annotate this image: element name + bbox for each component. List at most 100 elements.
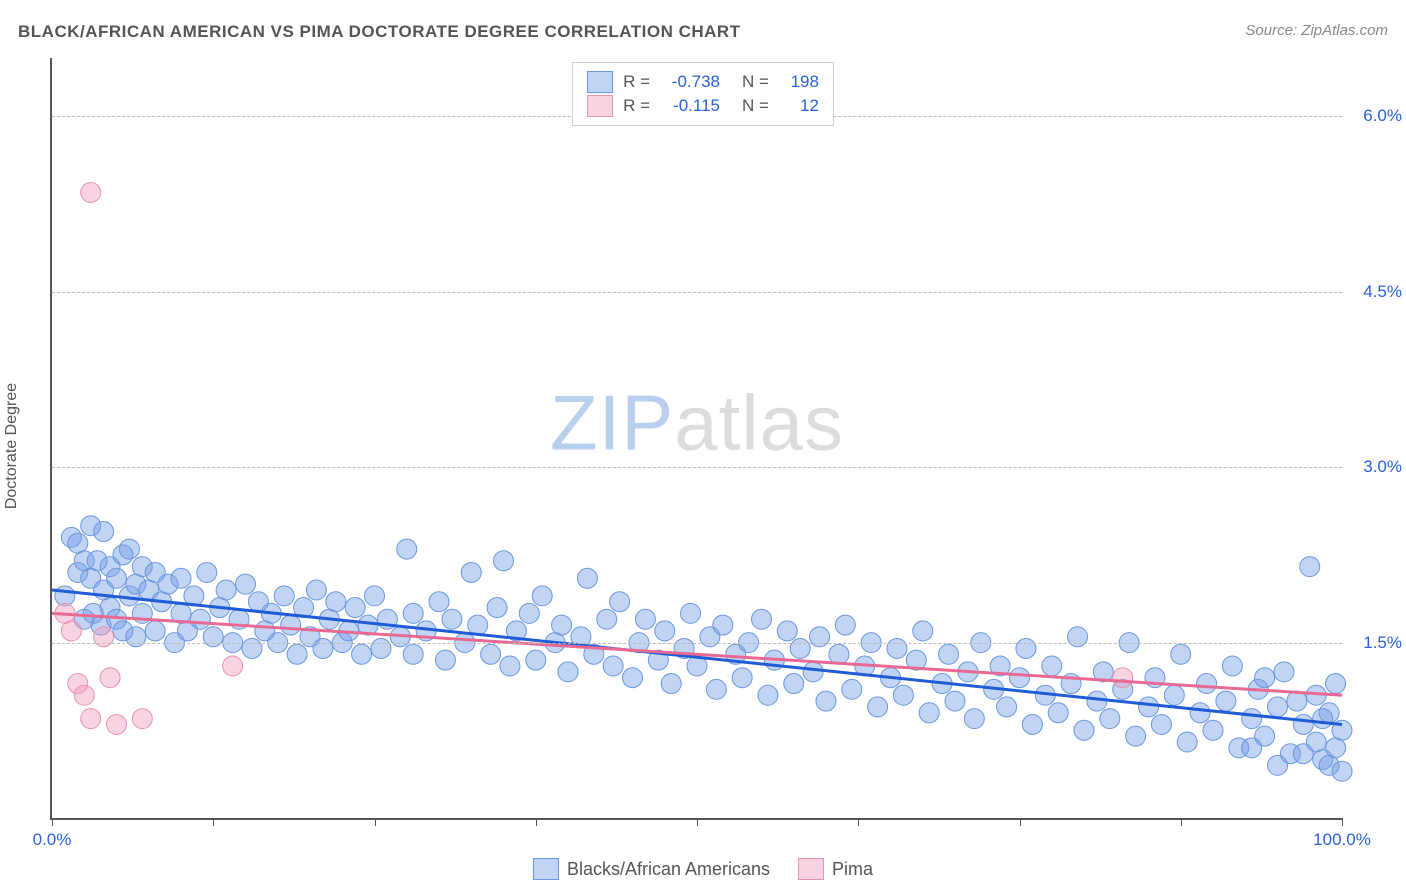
legend-bottom: Blacks/African Americans Pima xyxy=(533,858,873,880)
legend-stats: R =-0.738N =198R =-0.115N =12 xyxy=(572,62,834,126)
data-point xyxy=(61,621,81,641)
data-point xyxy=(1113,668,1133,688)
data-point xyxy=(126,627,146,647)
y-tick-label: 6.0% xyxy=(1347,106,1402,126)
data-point xyxy=(1216,691,1236,711)
legend-n-value: 12 xyxy=(779,96,819,116)
data-point xyxy=(829,644,849,664)
data-point xyxy=(1197,674,1217,694)
data-point xyxy=(313,638,333,658)
y-tick-label: 3.0% xyxy=(1347,457,1402,477)
chart-container: BLACK/AFRICAN AMERICAN VS PIMA DOCTORATE… xyxy=(0,0,1406,892)
plot-svg xyxy=(52,58,1342,818)
data-point xyxy=(197,562,217,582)
legend-swatch xyxy=(798,858,824,880)
data-point xyxy=(577,568,597,588)
gridline-h xyxy=(52,292,1342,293)
data-point xyxy=(1300,557,1320,577)
data-point xyxy=(236,574,256,594)
legend-item: Pima xyxy=(798,858,873,880)
x-tick xyxy=(536,818,537,826)
data-point xyxy=(1242,709,1262,729)
data-point xyxy=(171,568,191,588)
data-point xyxy=(635,609,655,629)
data-point xyxy=(365,586,385,606)
data-point xyxy=(1048,703,1068,723)
data-point xyxy=(461,562,481,582)
data-point xyxy=(274,586,294,606)
data-point xyxy=(132,709,152,729)
data-point xyxy=(1326,674,1346,694)
data-point xyxy=(94,627,114,647)
data-point xyxy=(713,615,733,635)
data-point xyxy=(1171,644,1191,664)
data-point xyxy=(732,668,752,688)
legend-stats-row: R =-0.738N =198 xyxy=(587,71,819,93)
data-point xyxy=(552,615,572,635)
data-point xyxy=(1151,714,1171,734)
data-point xyxy=(816,691,836,711)
data-point xyxy=(997,697,1017,717)
data-point xyxy=(442,609,462,629)
data-point xyxy=(94,522,114,542)
data-point xyxy=(1268,755,1288,775)
data-point xyxy=(481,644,501,664)
data-point xyxy=(1042,656,1062,676)
x-tick xyxy=(375,818,376,826)
legend-item: Blacks/African Americans xyxy=(533,858,770,880)
y-tick-label: 1.5% xyxy=(1347,633,1402,653)
data-point xyxy=(403,603,423,623)
legend-swatch xyxy=(587,71,613,93)
x-tick-label: 100.0% xyxy=(1313,830,1371,850)
data-point xyxy=(1326,738,1346,758)
data-point xyxy=(945,691,965,711)
data-point xyxy=(1242,738,1262,758)
data-point xyxy=(1126,726,1146,746)
legend-r-value: -0.738 xyxy=(660,72,720,92)
legend-r-value: -0.115 xyxy=(660,96,720,116)
legend-n-value: 198 xyxy=(779,72,819,92)
data-point xyxy=(1255,668,1275,688)
data-point xyxy=(281,615,301,635)
legend-r-label: R = xyxy=(623,72,650,92)
data-point xyxy=(758,685,778,705)
data-point xyxy=(610,592,630,612)
data-point xyxy=(777,621,797,641)
source-label: Source: xyxy=(1245,22,1297,39)
data-point xyxy=(810,627,830,647)
data-point xyxy=(74,685,94,705)
data-point xyxy=(203,627,223,647)
data-point xyxy=(1313,709,1333,729)
data-point xyxy=(913,621,933,641)
data-point xyxy=(68,533,88,553)
data-point xyxy=(1222,656,1242,676)
legend-n-label: N = xyxy=(742,96,769,116)
data-point xyxy=(494,551,514,571)
source-name: ZipAtlas.com xyxy=(1301,22,1388,39)
data-point xyxy=(887,638,907,658)
legend-swatch xyxy=(533,858,559,880)
y-axis-title: Doctorate Degree xyxy=(3,383,21,509)
data-point xyxy=(100,668,120,688)
data-point xyxy=(107,568,127,588)
data-point xyxy=(500,656,520,676)
data-point xyxy=(1100,709,1120,729)
data-point xyxy=(145,621,165,641)
data-point xyxy=(1203,720,1223,740)
x-tick xyxy=(1181,818,1182,826)
legend-r-label: R = xyxy=(623,96,650,116)
data-point xyxy=(964,709,984,729)
data-point xyxy=(784,674,804,694)
x-tick-label: 0.0% xyxy=(33,830,72,850)
data-point xyxy=(1010,668,1030,688)
data-point xyxy=(661,674,681,694)
data-point xyxy=(223,656,243,676)
data-point xyxy=(1268,697,1288,717)
data-point xyxy=(752,609,772,629)
data-point xyxy=(435,650,455,670)
x-tick xyxy=(1342,818,1343,826)
data-point xyxy=(603,656,623,676)
data-point xyxy=(1139,697,1159,717)
data-point xyxy=(352,644,372,664)
data-point xyxy=(487,598,507,618)
